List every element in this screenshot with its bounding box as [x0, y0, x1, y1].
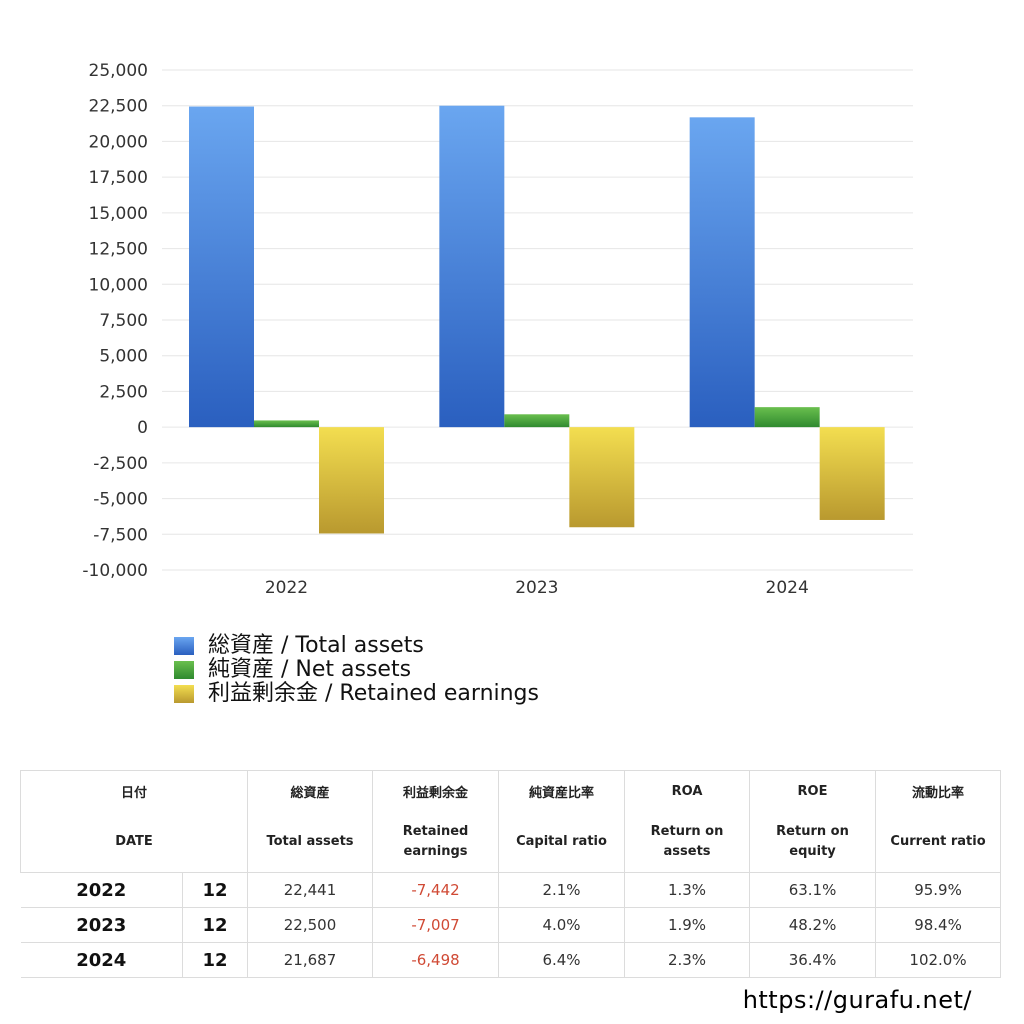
legend-swatch-total-assets — [174, 637, 194, 655]
legend-label: 純資産 / Net assets — [208, 657, 412, 682]
legend-swatch-retained-earnings — [174, 685, 194, 703]
header-total-assets-jp: 総資産 — [247, 770, 374, 812]
header-date-en: DATE — [19, 812, 249, 873]
y-axis-ticks: 25,000 22,500 20,000 17,500 15,000 12,500 10,0… — [82, 61, 148, 581]
table-row: 2024 12 21,687 -6,498 6.4% 2.3% 36.4% 10… — [20, 942, 1002, 978]
cell-month: 12 — [181, 907, 249, 943]
y-tick-label: 7,500 — [99, 311, 148, 331]
header-date-jp: 日付 — [19, 770, 249, 812]
cell-roa: 1.3% — [624, 872, 751, 908]
y-tick-label: 10,000 — [89, 275, 148, 295]
legend-item-retained-earnings: 利益剰余金 / Retained earnings — [174, 682, 539, 706]
bars — [189, 105, 885, 534]
bar-net-assets-2024 — [754, 407, 820, 428]
cell-retained-earnings: -7,442 — [372, 872, 500, 908]
bar-retained-earnings-2022 — [319, 427, 384, 534]
header-roa-en: Return on assets — [624, 812, 751, 873]
legend-label: 利益剰余金 / Retained earnings — [208, 681, 539, 706]
header-capital-ratio-jp: 純資産比率 — [498, 770, 626, 812]
cell-year: 2023 — [20, 907, 183, 943]
header-retained-en-line1: Retained — [402, 824, 469, 839]
header-roa-en-line1: Return on — [650, 824, 724, 839]
legend-label: 総資産 / Total assets — [208, 633, 424, 658]
y-tick-label: -2,500 — [93, 454, 148, 474]
cell-roe: 63.1% — [749, 872, 877, 908]
bar-net-assets-2023 — [504, 414, 570, 428]
cell-total-assets: 22,441 — [247, 872, 374, 908]
bar-total-assets-2023 — [439, 105, 505, 428]
cell-current-ratio: 102.0% — [875, 942, 1002, 978]
bar-chart: 25,000 22,500 20,000 17,500 15,000 12,500 10,0… — [82, 61, 913, 598]
y-tick-label: -5,000 — [93, 490, 148, 510]
bar-retained-earnings-2023 — [569, 427, 635, 528]
grid-lines — [162, 69, 913, 571]
y-tick-label: 25,000 — [89, 61, 148, 81]
header-roe-en: Return on equity — [749, 812, 877, 873]
cell-month: 12 — [181, 872, 249, 908]
header-current-ratio-jp: 流動比率 — [875, 770, 1002, 812]
cell-year: 2022 — [20, 872, 183, 908]
x-tick-label: 2022 — [265, 578, 308, 598]
chart-legend: 総資産 / Total assets 純資産 / Net assets 利益剰余… — [174, 634, 539, 706]
cell-capital-ratio: 4.0% — [498, 907, 626, 943]
cell-current-ratio: 95.9% — [875, 872, 1002, 908]
cell-total-assets: 21,687 — [247, 942, 374, 978]
y-tick-label: 17,500 — [89, 168, 148, 188]
header-capital-ratio-en: Capital ratio — [498, 812, 626, 873]
cell-roa: 2.3% — [624, 942, 751, 978]
cell-roe: 36.4% — [749, 942, 877, 978]
header-roa-en-line2: assets — [663, 844, 711, 859]
legend-item-net-assets: 純資産 / Net assets — [174, 658, 539, 682]
legend-item-total-assets: 総資産 / Total assets — [174, 634, 539, 658]
x-tick-label: 2024 — [766, 578, 809, 598]
header-roa-jp: ROA — [624, 770, 751, 812]
bar-net-assets-2022 — [254, 420, 319, 428]
financial-data-table: 日付 総資産 利益剰余金 純資産比率 ROA ROE 流動比率 DATE Tot… — [19, 770, 1002, 978]
bar-total-assets-2024 — [689, 117, 755, 428]
x-tick-label: 2023 — [515, 578, 558, 598]
header-roe-jp: ROE — [749, 770, 877, 812]
table-row: 2022 12 22,441 -7,442 2.1% 1.3% 63.1% 95… — [20, 872, 1002, 908]
bar-retained-earnings-2024 — [819, 427, 885, 520]
header-roe-en-line1: Return on — [776, 824, 849, 839]
legend-swatch-net-assets — [174, 661, 194, 679]
header-retained-en-line2: earnings — [403, 844, 468, 859]
y-tick-label: 20,000 — [89, 132, 148, 152]
y-tick-label: 0 — [137, 418, 148, 438]
site-url[interactable]: https://gurafu.net/ — [742, 986, 972, 1014]
x-axis-ticks: 2022 2023 2024 — [265, 578, 809, 598]
cell-year: 2024 — [20, 942, 183, 978]
y-tick-label: 12,500 — [89, 240, 148, 260]
cell-roa: 1.9% — [624, 907, 751, 943]
table-row: 2023 12 22,500 -7,007 4.0% 1.9% 48.2% 98… — [20, 907, 1002, 943]
cell-retained-earnings: -7,007 — [372, 907, 500, 943]
cell-current-ratio: 98.4% — [875, 907, 1002, 943]
y-tick-label: -7,500 — [93, 525, 148, 545]
header-total-assets-en: Total assets — [247, 812, 374, 873]
y-tick-label: 22,500 — [89, 97, 148, 117]
bar-total-assets-2022 — [189, 106, 254, 428]
y-tick-label: -10,000 — [82, 561, 148, 581]
cell-month: 12 — [181, 942, 249, 978]
cell-total-assets: 22,500 — [247, 907, 374, 943]
header-retained-jp: 利益剰余金 — [372, 770, 500, 812]
y-tick-label: 2,500 — [99, 382, 148, 402]
y-tick-label: 5,000 — [99, 347, 148, 367]
header-retained-en: Retained earnings — [372, 812, 500, 873]
cell-capital-ratio: 2.1% — [498, 872, 626, 908]
cell-roe: 48.2% — [749, 907, 877, 943]
header-current-ratio-en: Current ratio — [875, 812, 1002, 873]
cell-capital-ratio: 6.4% — [498, 942, 626, 978]
header-roe-en-line2: equity — [789, 844, 836, 859]
cell-retained-earnings: -6,498 — [372, 942, 500, 978]
y-tick-label: 15,000 — [89, 204, 148, 224]
